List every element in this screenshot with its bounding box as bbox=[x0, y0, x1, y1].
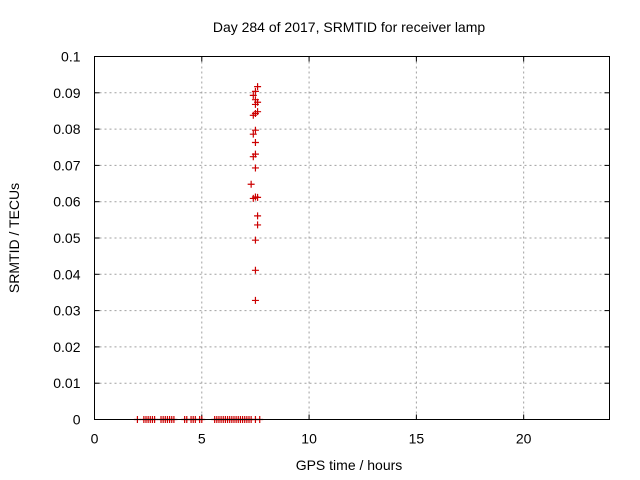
x-tick-label: 0 bbox=[91, 431, 99, 447]
data-point bbox=[254, 108, 262, 116]
x-tick-label: 5 bbox=[198, 431, 206, 447]
data-point bbox=[251, 139, 259, 147]
data-points bbox=[133, 83, 264, 423]
y-tick-label: 0.07 bbox=[53, 157, 80, 173]
x-tick-label: 15 bbox=[409, 431, 425, 447]
y-axis-label: SRMTID / TECUs bbox=[6, 183, 22, 293]
data-point bbox=[251, 87, 259, 95]
y-tick-label: 0.06 bbox=[53, 194, 80, 210]
y-tick-labels: 0 0.01 0.02 0.03 0.04 0.05 0.06 0.07 0.08 0.09 0.1 bbox=[53, 49, 80, 428]
data-point bbox=[251, 164, 259, 172]
data-point bbox=[254, 83, 262, 91]
y-tick-label: 0.02 bbox=[53, 339, 80, 355]
y-tick-label: 0.1 bbox=[61, 49, 81, 65]
y-tick-label: 0.03 bbox=[53, 303, 80, 319]
x-tick-label: 10 bbox=[301, 431, 317, 447]
chart-title: Day 284 of 2017, SRMTID for receiver lam… bbox=[213, 19, 486, 35]
data-point bbox=[251, 296, 259, 304]
x-tick-labels: 0 5 10 15 20 bbox=[91, 431, 532, 447]
data-point bbox=[247, 180, 255, 188]
y-tick-label: 0 bbox=[73, 412, 81, 428]
y-tick-label: 0.01 bbox=[53, 375, 80, 391]
data-point bbox=[251, 266, 259, 274]
x-axis-label: GPS time / hours bbox=[296, 457, 403, 473]
grid bbox=[94, 56, 610, 420]
y-tick-label: 0.04 bbox=[53, 266, 80, 282]
plot-frame bbox=[94, 56, 610, 420]
y-tick-label: 0.09 bbox=[53, 85, 80, 101]
data-point bbox=[251, 236, 259, 244]
data-point bbox=[251, 96, 259, 104]
y-tick-label: 0.08 bbox=[53, 121, 80, 137]
data-point bbox=[254, 212, 262, 220]
axis-ticks bbox=[94, 56, 610, 420]
data-point bbox=[249, 130, 257, 138]
data-point bbox=[251, 126, 259, 134]
y-tick-label: 0.05 bbox=[53, 230, 80, 246]
data-point bbox=[249, 91, 257, 99]
data-point bbox=[251, 193, 259, 201]
x-tick-label: 20 bbox=[516, 431, 532, 447]
data-point bbox=[254, 221, 262, 229]
data-point bbox=[251, 150, 259, 158]
